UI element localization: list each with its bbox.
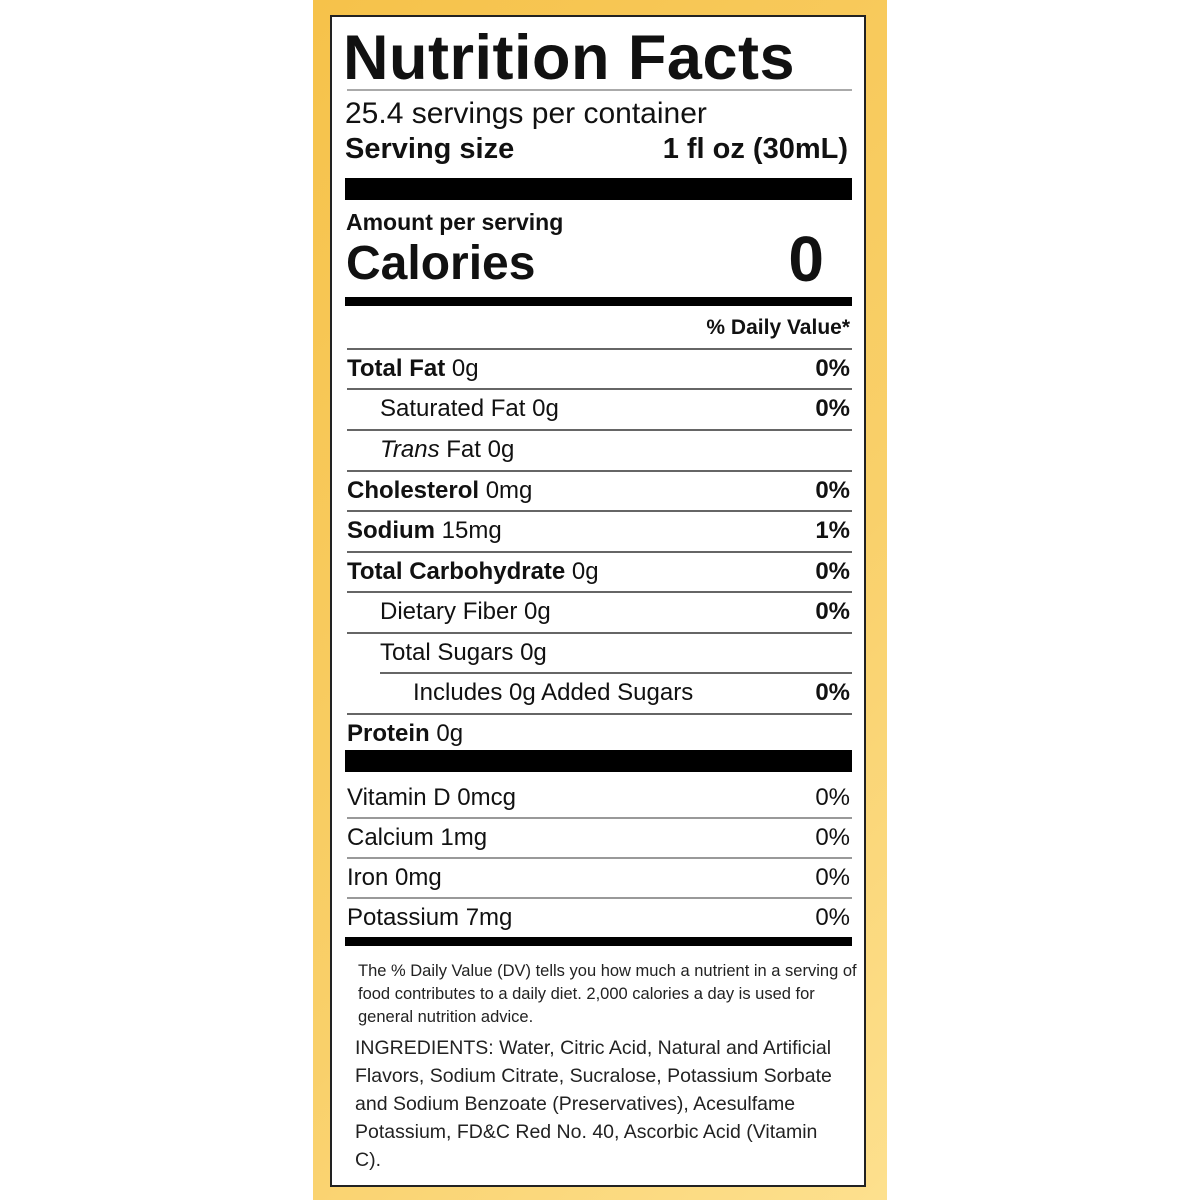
rule — [347, 388, 852, 390]
nutrient-label: Sodium 15mg — [347, 511, 502, 551]
nutrient-label: Protein 0g — [347, 714, 463, 754]
rule — [380, 672, 852, 674]
nutrient-row: Cholesterol 0mg 0% — [347, 471, 850, 511]
nutrient-row: Total Sugars 0g — [347, 633, 850, 673]
nutrient-amount: 0g — [487, 436, 515, 463]
vitamin-dv: 0% — [815, 904, 850, 931]
ingredients: INGREDIENTS: Water, Citric Acid, Natural… — [355, 1037, 832, 1171]
nutrient-dv: 0% — [815, 679, 850, 706]
nutrient-name: Total Carbohydrate — [347, 558, 566, 585]
serving-size-label: Serving size — [345, 133, 515, 165]
vitamin-row: Iron 0mg 0% — [347, 858, 850, 898]
nutrient-row: Saturated Fat 0g 0% — [347, 389, 850, 429]
nutrient-amount: 0g — [451, 355, 479, 382]
nutrient-name: Protein — [347, 720, 430, 747]
nutrient-row: Total Carbohydrate 0g 0% — [347, 552, 850, 592]
nutrient-label: Dietary Fiber 0g — [380, 592, 551, 632]
vitamin-name: Potassium 7mg — [347, 904, 513, 931]
nutrient-label: Includes 0g Added Sugars — [413, 673, 693, 713]
nutrient-row: Dietary Fiber 0g 0% — [347, 592, 850, 632]
calories-value: 0 — [788, 223, 824, 295]
nutrient-name: Total Fat — [347, 355, 446, 382]
nutrient-name: Includes 0g Added Sugars — [413, 679, 694, 706]
nutrient-amount: 0mg — [485, 477, 533, 504]
nutrient-dv: 0% — [815, 477, 850, 504]
nutrient-dv: 0% — [815, 395, 850, 422]
vitamin-name: Iron 0mg — [347, 864, 442, 891]
calories-label: Calories — [346, 237, 536, 290]
nutrient-dv: 0% — [815, 355, 850, 382]
nutrient-label: Saturated Fat 0g — [380, 389, 559, 429]
nutrient-label: Total Sugars 0g — [380, 633, 547, 673]
nutrient-name: Dietary Fiber — [380, 598, 518, 625]
rule — [345, 297, 852, 306]
nutrient-dv: 1% — [815, 517, 850, 544]
vitamin-dv: 0% — [815, 824, 850, 851]
vitamin-row: Potassium 7mg 0% — [347, 898, 850, 938]
nutrient-label: Total Fat 0g — [347, 349, 479, 389]
nutrient-dv: 0% — [815, 558, 850, 585]
vitamin-name: Calcium 1mg — [347, 824, 488, 851]
nutrient-label: Cholesterol 0mg — [347, 471, 532, 511]
nutrient-row: Sodium 15mg 1% — [347, 511, 850, 551]
rule — [347, 897, 852, 899]
vitamin-name: Vitamin D 0mcg — [347, 784, 516, 811]
thick-rule — [345, 178, 852, 200]
rule — [347, 857, 852, 859]
rule — [347, 713, 852, 715]
nutrient-dv: 0% — [815, 598, 850, 625]
serving-size: 1 fl oz (30mL) — [662, 133, 848, 165]
nutrient-name: Saturated Fat — [380, 395, 526, 422]
nutrient-row: Total Fat 0g 0% — [347, 349, 850, 389]
vitamin-dv: 0% — [815, 864, 850, 891]
nutrient-name: Fat — [446, 436, 481, 463]
rule — [347, 591, 852, 593]
amount-label: Amount per serving — [346, 209, 564, 235]
nutrient-amount: 0g — [571, 558, 599, 585]
rule — [347, 470, 852, 472]
rule — [347, 551, 852, 553]
daily-value-header: % Daily Value* — [706, 316, 850, 339]
rule — [347, 429, 852, 431]
footnote: The % Daily Value (DV) tells you how muc… — [358, 962, 857, 1026]
nutrient-amount: 0g — [520, 639, 547, 666]
rule — [347, 348, 852, 350]
nutrient-name: Cholesterol — [347, 477, 480, 504]
rule — [347, 817, 852, 819]
nutrient-name-italic: Trans — [380, 436, 440, 463]
servings: 25.4 servings per container — [345, 97, 707, 130]
title: Nutrition Facts — [343, 23, 796, 93]
nutrient-name: Sodium — [347, 517, 435, 544]
vitamin-row: Calcium 1mg 0% — [347, 818, 850, 858]
nutrient-name: Total Sugars — [380, 639, 514, 666]
nutrient-amount: 0g — [524, 598, 551, 625]
label-box — [330, 15, 866, 1187]
nutrient-row: Includes 0g Added Sugars 0% — [347, 673, 850, 713]
nutrient-row: Trans Fat 0g — [347, 430, 850, 470]
nutrient-label: Total Carbohydrate 0g — [347, 552, 599, 592]
nutrient-label: Trans Fat 0g — [380, 430, 514, 470]
rule — [347, 89, 852, 91]
nutrient-amount: 0g — [436, 720, 464, 747]
nutrient-amount: 15mg — [441, 517, 502, 544]
nutrient-amount: 0g — [532, 395, 559, 422]
vitamin-dv: 0% — [815, 784, 850, 811]
thick-rule — [345, 750, 852, 772]
rule — [347, 510, 852, 512]
vitamin-row: Vitamin D 0mcg 0% — [347, 778, 850, 818]
rule — [347, 632, 852, 634]
nutrient-row: Protein 0g — [347, 714, 850, 754]
rule — [345, 937, 852, 946]
